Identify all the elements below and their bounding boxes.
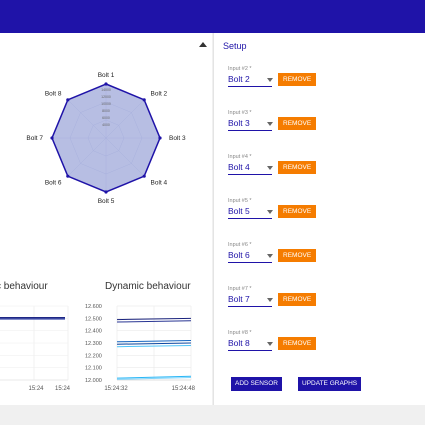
triangle-down-icon[interactable]	[267, 254, 273, 258]
radar-axis-label: Bolt 6	[45, 180, 62, 187]
left-x-tick-label: 15:24	[28, 386, 44, 392]
radar-axis-label: Bolt 5	[98, 198, 115, 205]
select-underline	[228, 350, 272, 351]
remove-sensor-button[interactable]: REMOVE	[278, 205, 317, 218]
sensor-select[interactable]: Bolt 7	[228, 294, 250, 304]
triangle-down-icon[interactable]	[267, 342, 273, 346]
sensor-input-row: Input #4 * Bolt 4 REMOVE	[228, 154, 408, 184]
sensor-input-row: Input #2 * Bolt 2 REMOVE	[228, 66, 408, 96]
input-label: Input #8 *	[228, 330, 252, 336]
sensor-input-row: Input #7 * Bolt 7 REMOVE	[228, 286, 408, 316]
radar-point	[158, 136, 162, 140]
radar-point	[50, 136, 54, 140]
select-underline	[228, 218, 272, 219]
radar-axis-label: Bolt 3	[169, 135, 186, 142]
select-underline	[228, 174, 272, 175]
radar-axis-label: Bolt 8	[45, 90, 62, 97]
radar-tick-label: 10000	[101, 102, 111, 106]
radar-point	[104, 190, 108, 194]
radar-point	[142, 98, 146, 102]
right-y-tick-label: 12.600	[85, 304, 102, 310]
remove-sensor-button[interactable]: REMOVE	[278, 293, 317, 306]
remove-sensor-button[interactable]: REMOVE	[278, 117, 317, 130]
radar-axis-label: Bolt 4	[151, 180, 168, 187]
line-charts: 15:24 15:24 12.600 12.500 12.400 12.300 12.200…	[0, 304, 196, 392]
radar-tick-label: 12000	[101, 95, 111, 99]
input-label: Input #7 *	[228, 286, 252, 292]
triangle-down-icon[interactable]	[267, 210, 273, 214]
top-app-bar	[0, 0, 425, 33]
graphs-panel: 14000 12000 10000 8000 6000 4000 Bolt 1 Bolt 2 B…	[0, 33, 212, 405]
select-underline	[228, 262, 272, 263]
radar-tick-label: 4000	[102, 123, 110, 127]
select-underline	[228, 130, 272, 131]
sensor-input-row: Input #3 * Bolt 3 REMOVE	[228, 110, 408, 140]
right-y-tick-label: 12.300	[85, 341, 102, 347]
select-underline	[228, 306, 272, 307]
remove-sensor-button[interactable]: REMOVE	[278, 161, 317, 174]
sensor-select[interactable]: Bolt 6	[228, 250, 250, 260]
right-y-tick-label: 12.500	[85, 316, 102, 322]
radar-tick-label: 14000	[101, 88, 111, 92]
input-label: Input #2 *	[228, 66, 252, 72]
input-label: Input #3 *	[228, 110, 252, 116]
remove-sensor-button[interactable]: REMOVE	[278, 73, 317, 86]
radar-point	[104, 82, 108, 86]
remove-sensor-button[interactable]: REMOVE	[278, 337, 317, 350]
right-x-tick-label: 15:24:32	[104, 386, 128, 392]
input-label: Input #6 *	[228, 242, 252, 248]
right-y-tick-label: 12.400	[85, 329, 102, 335]
sensor-input-row: Input #5 * Bolt 5 REMOVE	[228, 198, 408, 228]
sensor-select[interactable]: Bolt 4	[228, 162, 250, 172]
right-series-line	[116, 340, 192, 343]
right-series-line	[116, 320, 192, 323]
radar-tick-label: 6000	[102, 116, 110, 120]
radar-axis-label: Bolt 2	[151, 90, 168, 97]
right-y-tick-label: 12.200	[85, 353, 102, 359]
right-y-tick-label: 12.000	[85, 378, 102, 384]
right-series-line	[116, 342, 192, 345]
chart-title-dynamic: Dynamic behaviour	[105, 281, 191, 292]
update-graphs-button[interactable]: UPDATE GRAPHS	[298, 377, 362, 391]
collapse-panel-icon[interactable]	[197, 39, 209, 51]
radar-point	[66, 174, 70, 178]
triangle-down-icon[interactable]	[267, 298, 273, 302]
setup-panel: Setup Input #2 * Bolt 2 REMOVE Input #3 * Bo…	[213, 33, 425, 405]
triangle-down-icon[interactable]	[267, 166, 273, 170]
radar-chart: 14000 12000 10000 8000 6000 4000 Bolt 1 Bolt 2 B…	[26, 72, 186, 205]
input-label: Input #5 *	[228, 198, 252, 204]
left-x-tick-label: 15:24	[55, 386, 71, 392]
radar-axis-label: Bolt 1	[98, 72, 115, 79]
right-x-tick-label: 15:24:48	[172, 386, 196, 392]
right-series-line	[116, 377, 192, 380]
sensor-input-row: Input #8 * Bolt 8 REMOVE	[228, 330, 408, 360]
radar-point	[142, 174, 146, 178]
select-underline	[228, 86, 272, 87]
right-series-line	[116, 344, 192, 348]
right-series-line	[116, 317, 192, 321]
setup-title: Setup	[223, 41, 247, 51]
footer	[0, 405, 425, 425]
right-y-tick-label: 12.100	[85, 366, 102, 372]
sensor-select[interactable]: Bolt 2	[228, 74, 250, 84]
add-sensor-button[interactable]: ADD SENSOR	[231, 377, 282, 391]
radar-point	[66, 98, 70, 102]
sensor-select[interactable]: Bolt 5	[228, 206, 250, 216]
remove-sensor-button[interactable]: REMOVE	[278, 249, 317, 262]
sensor-select[interactable]: Bolt 8	[228, 338, 250, 348]
radar-tick-label: 8000	[102, 109, 110, 113]
chart-title-static: c behaviour	[0, 281, 48, 292]
right-series-line	[116, 375, 192, 379]
triangle-down-icon[interactable]	[267, 78, 273, 82]
radar-axis-label: Bolt 7	[26, 135, 43, 142]
triangle-down-icon[interactable]	[267, 122, 273, 126]
sensor-select[interactable]: Bolt 3	[228, 118, 250, 128]
input-label: Input #4 *	[228, 154, 252, 160]
sensor-input-row: Input #6 * Bolt 6 REMOVE	[228, 242, 408, 272]
